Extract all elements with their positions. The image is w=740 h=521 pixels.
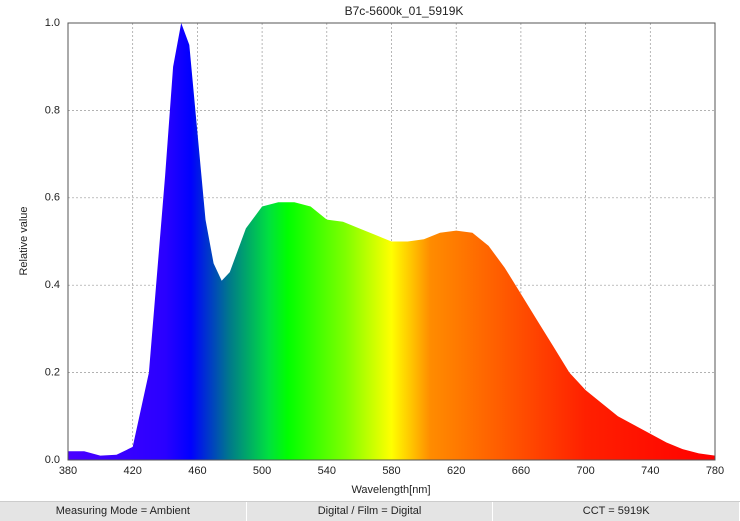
x-tick-label: 620: [447, 465, 465, 477]
x-tick-label: 380: [59, 465, 77, 477]
footer-cell: Measuring Mode = Ambient: [0, 502, 247, 521]
y-axis-label: Relative value: [18, 206, 30, 275]
footer-cell: CCT = 5919K: [493, 502, 740, 521]
footer: Measuring Mode = Ambient Digital / Film …: [0, 501, 740, 521]
x-tick-label: 420: [124, 465, 142, 477]
footer-cell: Digital / Film = Digital: [247, 502, 494, 521]
y-tick-label: 1.0: [45, 17, 60, 29]
spectrum-area: [68, 23, 715, 460]
x-axis-label: Wavelength[nm]: [351, 484, 430, 496]
x-tick-label: 660: [512, 465, 530, 477]
chart: B7c-5600k_01_5919K Wavelength[nm] Relati…: [18, 4, 724, 496]
x-tick-label: 540: [318, 465, 336, 477]
y-tick-label: 0.6: [45, 192, 60, 204]
x-tick-label: 780: [706, 465, 724, 477]
x-tick-label: 500: [253, 465, 271, 477]
chart-title: B7c-5600k_01_5919K: [345, 4, 464, 18]
x-tick-label: 580: [382, 465, 400, 477]
x-tick-label: 460: [188, 465, 206, 477]
y-tick-label: 0.4: [45, 279, 60, 291]
y-tick-label: 0.0: [45, 454, 60, 466]
plot-frame: [67, 22, 716, 461]
x-tick-label: 740: [641, 465, 659, 477]
y-tick-label: 0.8: [45, 104, 60, 116]
y-tick-label: 0.2: [45, 367, 60, 379]
x-tick-label: 700: [576, 465, 594, 477]
